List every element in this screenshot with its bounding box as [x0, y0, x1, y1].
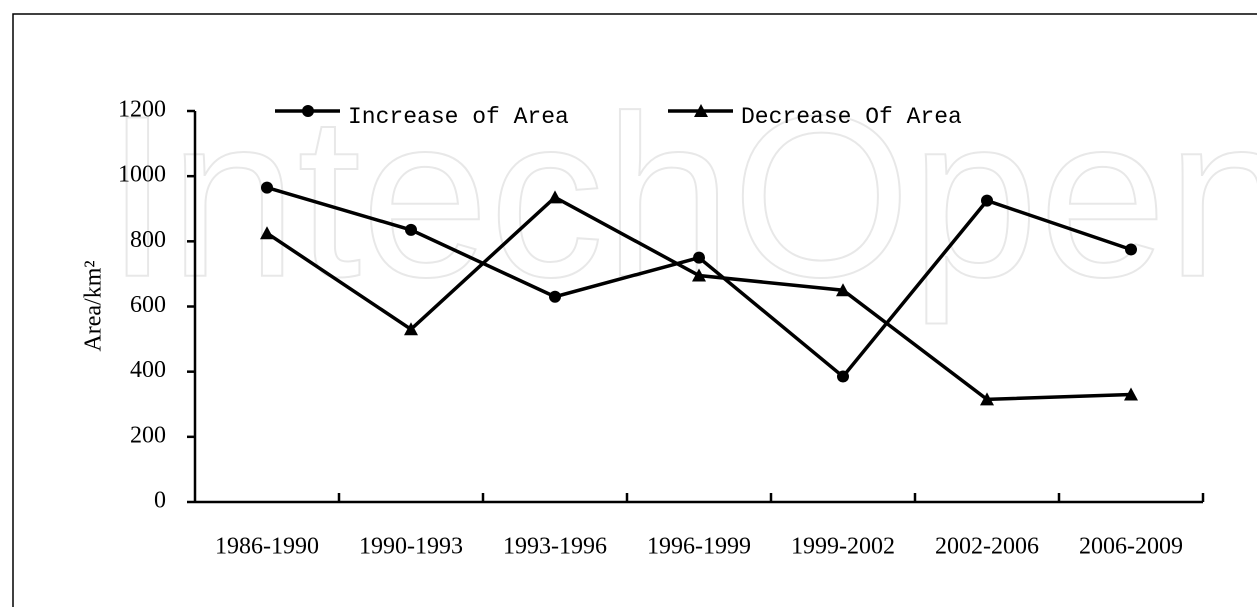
frame — [12, 13, 1257, 607]
point-marker — [548, 190, 562, 204]
watermark: IntechOpen — [105, 68, 1257, 325]
point-marker — [1124, 387, 1138, 401]
y-axis-label: Area/km² — [81, 260, 107, 351]
y-tick-label: 600 — [130, 292, 166, 318]
point-marker — [404, 322, 418, 336]
point-marker — [405, 223, 417, 236]
point-marker — [981, 194, 993, 207]
x-tick-label: 1999-2002 — [791, 534, 895, 560]
x-tick-label: 1986-1990 — [215, 534, 319, 560]
x-tick-label: 2002-2006 — [935, 534, 1039, 560]
y-tick-label: 200 — [130, 422, 166, 448]
point-marker — [261, 181, 273, 194]
legend-label: Increase of Area — [348, 104, 569, 130]
y-tick-label: 400 — [130, 357, 166, 383]
x-tick-label: 1990-1993 — [359, 534, 463, 560]
y-tick-label: 1000 — [118, 162, 166, 188]
x-tick-label: 2006-2009 — [1079, 534, 1183, 560]
point-marker — [549, 290, 561, 303]
point-marker — [260, 226, 274, 240]
point-marker — [837, 370, 849, 383]
legend-marker — [694, 104, 708, 117]
point-marker — [1125, 243, 1137, 256]
x-tick-label: 1996-1999 — [647, 534, 751, 560]
point-marker — [692, 268, 706, 282]
point-marker — [980, 392, 994, 406]
y-tick-label: 1200 — [118, 97, 166, 123]
x-tick-label: 1993-1996 — [503, 534, 607, 560]
legend-marker — [302, 105, 314, 117]
y-tick-label: 0 — [154, 488, 166, 514]
point-marker — [836, 283, 850, 297]
point-marker — [693, 251, 705, 264]
legend-label: Decrease Of Area — [741, 104, 962, 130]
y-tick-label: 800 — [130, 227, 166, 253]
